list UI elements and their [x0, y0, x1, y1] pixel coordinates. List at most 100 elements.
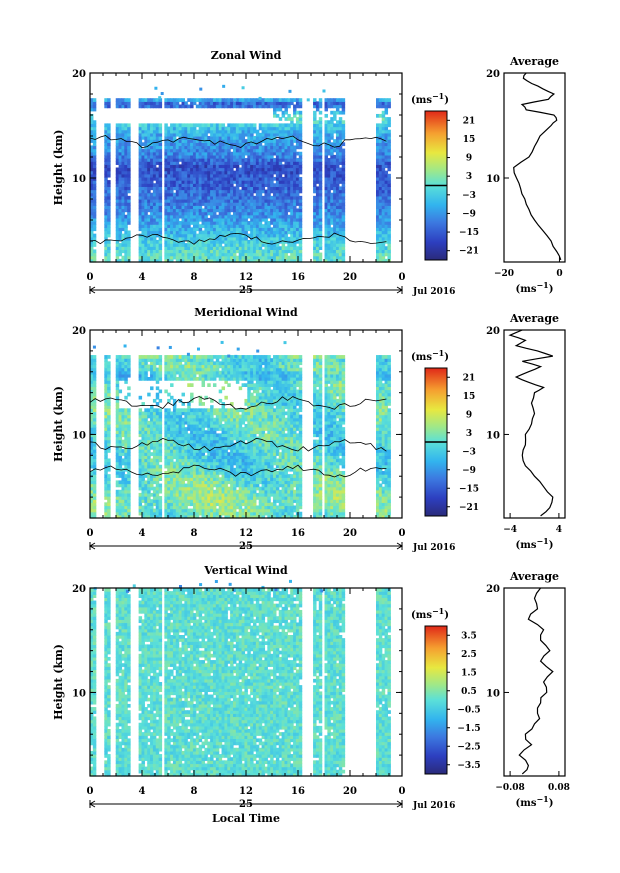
heatmap-cell	[141, 217, 145, 222]
heatmap-cell	[164, 239, 168, 244]
heatmap-cell	[104, 464, 108, 469]
heatmap-cell	[158, 502, 163, 507]
heatmap-cell	[298, 199, 303, 203]
heatmap-cell	[210, 186, 214, 191]
heatmap-cell	[335, 255, 340, 260]
heatmap-cell	[270, 208, 274, 213]
heatmap-cell	[315, 249, 320, 254]
heatmap-cell	[190, 230, 194, 235]
heatmap-cell	[164, 445, 168, 450]
heatmap-cell	[124, 136, 128, 140]
heatmap-cell	[338, 214, 343, 219]
heatmap-cell	[201, 148, 205, 153]
heatmap-cell	[107, 211, 111, 216]
heatmap-cell	[338, 211, 343, 216]
heatmap-cell	[181, 161, 185, 165]
heatmap-cell	[192, 230, 197, 235]
heatmap-cell	[150, 123, 154, 128]
heatmap-cell	[152, 417, 157, 422]
heatmap-cell	[138, 139, 143, 143]
heatmap-cell	[121, 217, 125, 222]
heatmap-cell	[218, 129, 223, 134]
heatmap-cell	[278, 123, 283, 128]
heatmap-cell	[210, 145, 214, 150]
heatmap-cell	[127, 483, 131, 488]
heatmap-cell	[378, 142, 383, 147]
heatmap-cell	[313, 199, 317, 203]
heatmap-cell	[387, 249, 391, 254]
heatmap-cell	[195, 214, 200, 219]
heatmap-cell	[144, 427, 148, 431]
heatmap-cell	[253, 183, 257, 187]
heatmap-cell	[170, 499, 174, 503]
heatmap-cell	[250, 104, 254, 109]
colorbar-tick-label: 9	[466, 154, 472, 164]
heatmap-cell	[90, 205, 94, 210]
heatmap-cell	[170, 445, 174, 450]
heatmap-cell	[376, 243, 380, 247]
heatmap-cell	[115, 392, 120, 397]
heatmap-cell	[172, 101, 177, 106]
heatmap-cell	[118, 258, 123, 263]
heatmap-cell	[181, 492, 185, 497]
heatmap-cell	[127, 464, 131, 469]
heatmap-cell	[127, 480, 131, 485]
heatmap-cell	[144, 217, 148, 222]
heatmap-cell	[295, 195, 300, 200]
heatmap-cell	[235, 136, 240, 140]
heatmap-cell	[184, 139, 188, 143]
heatmap-cell	[184, 492, 188, 497]
heatmap-cell	[381, 126, 386, 131]
heatmap-cell	[181, 189, 185, 194]
heatmap-cell	[138, 467, 143, 472]
heatmap-cell	[261, 167, 266, 172]
heatmap-cell	[167, 233, 171, 238]
heatmap-cell	[270, 98, 274, 102]
heatmap-cell	[195, 154, 200, 159]
heatmap-cell	[210, 139, 214, 143]
heatmap-cell	[121, 486, 125, 491]
heatmap-cell	[250, 183, 254, 187]
heatmap-cell	[115, 489, 120, 494]
heatmap-cell	[244, 158, 248, 162]
heatmap-cell	[150, 502, 154, 507]
heatmap-cell	[147, 252, 151, 257]
heatmap-cell	[295, 170, 300, 175]
heatmap-cell	[178, 208, 183, 213]
heatmap-cell	[335, 154, 340, 159]
heatmap-cell	[315, 195, 320, 200]
heatmap-cell	[187, 486, 191, 491]
heatmap-cell	[178, 243, 183, 247]
heatmap-cell	[204, 227, 208, 232]
heatmap-cell	[330, 180, 334, 184]
heatmap-cell	[164, 214, 168, 219]
heatmap-cell	[250, 208, 254, 213]
heatmap-cell	[227, 236, 231, 241]
heatmap-cell	[150, 129, 154, 134]
heatmap-cell	[187, 502, 191, 507]
heatmap-cell	[330, 186, 334, 191]
heatmap-cell	[172, 164, 177, 169]
heatmap-cell	[230, 139, 234, 143]
heatmap-cell	[164, 508, 168, 513]
heatmap-cell	[215, 173, 220, 178]
heatmap-cell	[275, 180, 280, 184]
heatmap-cell	[144, 98, 148, 102]
heatmap-cell	[138, 148, 143, 153]
heatmap-cell	[261, 255, 266, 260]
heatmap-cell	[127, 221, 131, 225]
heatmap-cell	[227, 192, 231, 197]
heatmap-cell	[144, 511, 148, 516]
heatmap-cell	[138, 239, 143, 244]
heatmap-cell	[178, 449, 183, 453]
heatmap-cell	[127, 154, 131, 159]
heatmap-cell	[170, 202, 174, 206]
heatmap-cell	[121, 170, 125, 175]
heatmap-cell	[187, 514, 191, 519]
heatmap-cell	[247, 252, 251, 257]
heatmap-cell	[141, 142, 145, 147]
unit-base: (ms	[411, 95, 432, 106]
heatmap-cell	[204, 142, 208, 147]
heatmap-cell	[247, 126, 251, 131]
heatmap-cell	[164, 414, 168, 419]
